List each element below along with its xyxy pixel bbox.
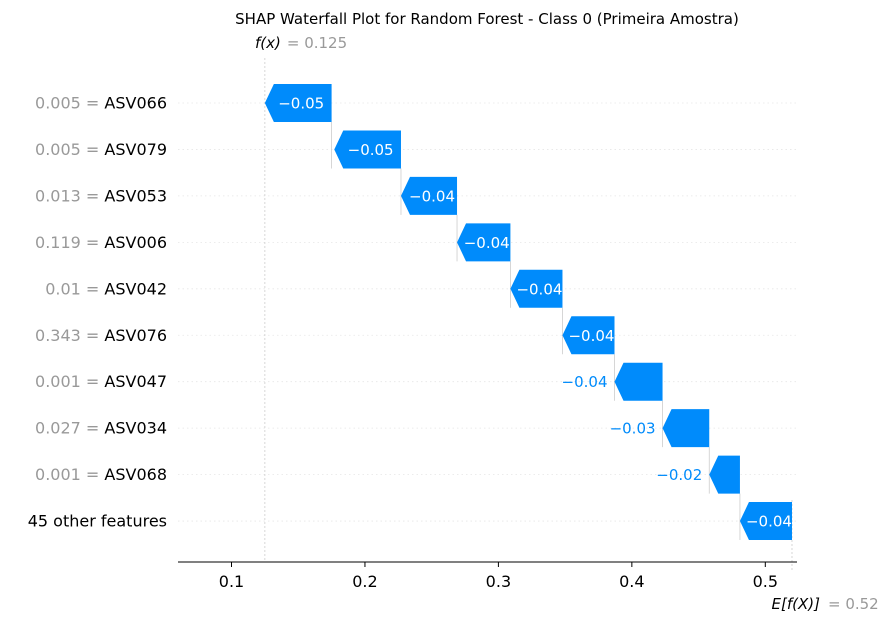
bar-45-other-features: [739, 502, 792, 541]
bar-value-label: −0.04: [464, 234, 510, 252]
feature-label: 0.005 = ASV066: [35, 94, 167, 113]
bar-value-label: −0.04: [516, 280, 562, 298]
feature-name: ASV079: [104, 140, 167, 159]
bar-value-label: −0.04: [562, 373, 608, 391]
row-gridlines: [178, 102, 797, 522]
feature-label: 0.001 = ASV068: [35, 465, 167, 484]
feature-label: 0.027 = ASV034: [35, 419, 167, 438]
bar-value-label: −0.02: [656, 466, 702, 484]
feature-name: ASV047: [104, 372, 167, 391]
x-axis-ticks: 0.1 0.2 0.3 0.4 0.5: [219, 562, 778, 591]
feature-label: 0.01 = ASV042: [45, 279, 167, 298]
bar-asv076: [562, 316, 615, 355]
feature-label: 0.119 = ASV006: [35, 233, 167, 252]
feature-name: ASV076: [104, 326, 167, 345]
bar-asv047: [614, 362, 663, 401]
bar-value-label: −0.04: [746, 513, 792, 531]
fx-label: f(x): [255, 34, 281, 52]
bar-value-label: −0.03: [610, 420, 656, 438]
feature-name: ASV034: [104, 419, 167, 438]
bars: [264, 84, 792, 541]
bar-asv079: [334, 130, 401, 169]
x-tick-label: 0.5: [753, 572, 778, 591]
feature-name: 45 other features: [28, 512, 167, 531]
efx-value: = 0.52: [828, 595, 879, 613]
feature-value: 0.343 =: [35, 326, 104, 345]
feature-value: 0.005 =: [35, 94, 104, 113]
feature-value: 0.01 =: [45, 279, 104, 298]
efx-label: E[f(X)]: [772, 595, 821, 613]
feature-name: ASV042: [104, 279, 167, 298]
bar-asv068: [709, 455, 740, 494]
x-tick-label: 0.2: [352, 572, 377, 591]
x-tick-label: 0.3: [486, 572, 511, 591]
efx-annotation: E[f(X)] = 0.52: [772, 595, 879, 613]
feature-value: 0.001 =: [35, 372, 104, 391]
bar-value-label: −0.05: [348, 141, 394, 159]
feature-name: ASV053: [104, 186, 167, 205]
bar-asv053: [400, 176, 458, 215]
feature-name: ASV068: [104, 465, 167, 484]
bar-asv042: [510, 269, 563, 308]
bar-value-label: −0.05: [278, 95, 324, 113]
feature-label: 0.013 = ASV053: [35, 186, 167, 205]
bar-labels: −0.05 −0.05 −0.04 −0.04 −0.04 −0.04 −0.04 −0.03…: [278, 95, 792, 531]
feature-value: 0.027 =: [35, 419, 104, 438]
feature-value: 0.005 =: [35, 140, 104, 159]
chart-title: SHAP Waterfall Plot for Random Forest - …: [235, 10, 739, 28]
bar-asv006: [457, 223, 511, 262]
feature-name: ASV006: [104, 233, 167, 252]
feature-label: 0.001 = ASV047: [35, 372, 167, 391]
feature-name: ASV066: [104, 94, 167, 113]
connector-lines: [264, 58, 793, 570]
feature-label: 45 other features: [28, 512, 167, 531]
fx-value: = 0.125: [287, 34, 347, 52]
feature-value: 0.013 =: [35, 186, 104, 205]
bar-asv066: [264, 84, 332, 122]
bar-asv034: [662, 409, 710, 448]
feature-label: 0.005 = ASV079: [35, 140, 167, 159]
x-tick-label: 0.1: [219, 572, 244, 591]
feature-value: 0.119 =: [35, 233, 104, 252]
x-tick-label: 0.4: [619, 572, 644, 591]
bar-value-label: −0.04: [409, 187, 455, 205]
feature-label: 0.343 = ASV076: [35, 326, 167, 345]
bar-value-label: −0.04: [568, 327, 614, 345]
feature-value: 0.001 =: [35, 465, 104, 484]
fx-annotation: f(x) = 0.125: [255, 34, 347, 52]
